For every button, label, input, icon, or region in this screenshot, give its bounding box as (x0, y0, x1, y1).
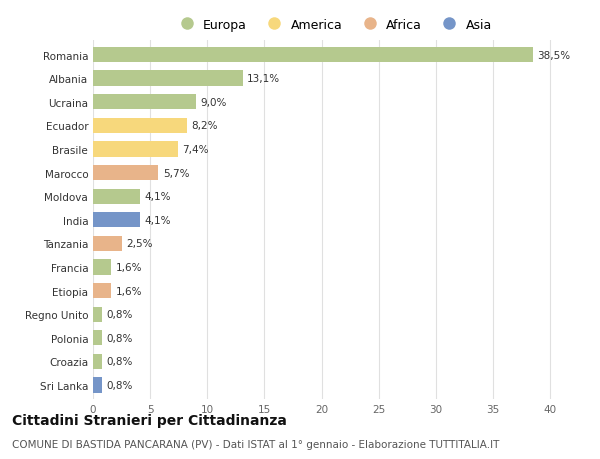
Bar (93, 71, 243, 87)
Bar (93, 142, 178, 157)
Text: 7,4%: 7,4% (182, 145, 209, 155)
Bar (93, 283, 111, 299)
Text: 0,8%: 0,8% (107, 309, 133, 319)
Text: 8,2%: 8,2% (191, 121, 218, 131)
Bar (93, 95, 196, 110)
Bar (93, 166, 158, 181)
Text: 4,1%: 4,1% (145, 215, 171, 225)
Bar (93, 260, 111, 275)
Bar (93, 118, 187, 134)
Bar (93, 307, 102, 322)
Bar (93, 354, 102, 369)
Text: 38,5%: 38,5% (538, 50, 571, 61)
Bar (93, 189, 140, 204)
Bar (93, 330, 102, 346)
Text: 0,8%: 0,8% (107, 333, 133, 343)
Text: 5,7%: 5,7% (163, 168, 189, 178)
Bar (93, 213, 140, 228)
Text: 13,1%: 13,1% (247, 74, 280, 84)
Bar (93, 48, 533, 63)
Text: 2,5%: 2,5% (126, 239, 152, 249)
Legend: Europa, America, Africa, Asia: Europa, America, Africa, Asia (174, 18, 492, 32)
Text: 0,8%: 0,8% (107, 357, 133, 367)
Text: 4,1%: 4,1% (145, 192, 171, 202)
Text: COMUNE DI BASTIDA PANCARANA (PV) - Dati ISTAT al 1° gennaio - Elaborazione TUTTI: COMUNE DI BASTIDA PANCARANA (PV) - Dati … (12, 440, 499, 449)
Text: 9,0%: 9,0% (200, 98, 227, 107)
Text: Cittadini Stranieri per Cittadinanza: Cittadini Stranieri per Cittadinanza (12, 414, 287, 428)
Text: 0,8%: 0,8% (107, 380, 133, 390)
Bar (93, 236, 122, 252)
Text: 1,6%: 1,6% (116, 263, 142, 273)
Bar (93, 378, 102, 393)
Text: 1,6%: 1,6% (116, 286, 142, 296)
